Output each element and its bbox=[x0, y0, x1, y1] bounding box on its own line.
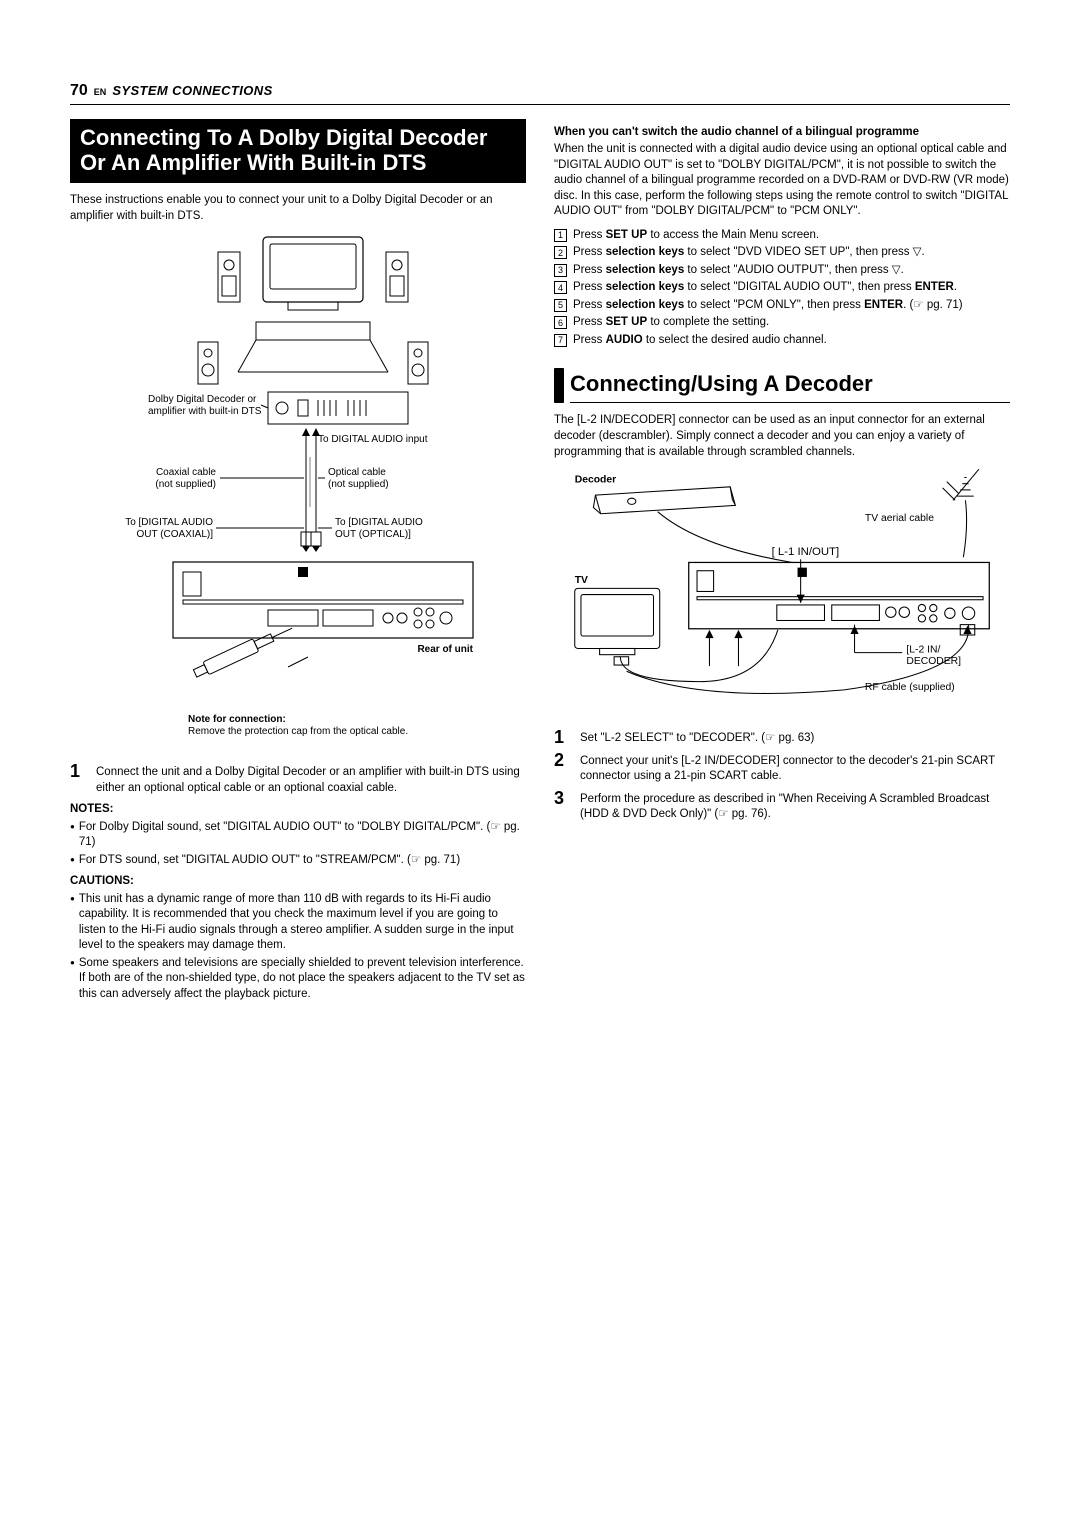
cautions-heading: CAUTIONS: bbox=[70, 874, 526, 890]
step-text: Perform the procedure as described in "W… bbox=[580, 789, 1010, 823]
label-decoder-text: Dolby Digital Decoder or bbox=[148, 394, 257, 405]
dolby-steps: 1 Connect the unit and a Dolby Digital D… bbox=[70, 762, 526, 796]
svg-text:To [DIGITAL AUDIO: To [DIGITAL AUDIO bbox=[335, 517, 423, 528]
boxed-step-text: Press SET UP to complete the setting. bbox=[573, 315, 1010, 331]
svg-text:OUT (OPTICAL)]: OUT (OPTICAL)] bbox=[335, 529, 411, 540]
page-number: 70 bbox=[70, 80, 88, 102]
svg-text:RF cable (supplied): RF cable (supplied) bbox=[865, 681, 955, 692]
notes-list: For Dolby Digital sound, set "DIGITAL AU… bbox=[70, 820, 526, 869]
svg-text:To DIGITAL AUDIO input: To DIGITAL AUDIO input bbox=[318, 434, 428, 445]
boxed-step-text: Press SET UP to access the Main Menu scr… bbox=[573, 228, 1010, 244]
boxed-step-text: Press selection keys to select "PCM ONLY… bbox=[573, 298, 1010, 314]
note-item: For Dolby Digital sound, set "DIGITAL AU… bbox=[79, 820, 526, 851]
two-column-layout: Connecting To A Dolby Digital Decoder Or… bbox=[70, 119, 1010, 1005]
intro-text: These instructions enable you to connect… bbox=[70, 193, 526, 224]
boxed-step-text: Press AUDIO to select the desired audio … bbox=[573, 333, 1010, 349]
dolby-connection-diagram: Dolby Digital Decoder or amplifier with … bbox=[70, 232, 526, 752]
step-number: 2 bbox=[554, 751, 572, 769]
boxed-step-text: Press selection keys to select "DIGITAL … bbox=[573, 280, 1010, 296]
section-title: SYSTEM CONNECTIONS bbox=[112, 82, 272, 100]
step-text: Connect the unit and a Dolby Digital Dec… bbox=[96, 762, 526, 796]
svg-text:TV aerial cable: TV aerial cable bbox=[865, 512, 934, 523]
heading-dolby-banner: Connecting To A Dolby Digital Decoder Or… bbox=[70, 119, 526, 184]
svg-text:[L-2 IN/: [L-2 IN/ bbox=[906, 644, 940, 655]
diagram2-svg: Decoder TV aerial cable bbox=[554, 464, 1010, 723]
page-lang: EN bbox=[94, 86, 107, 98]
cautions-list: This unit has a dynamic range of more th… bbox=[70, 892, 526, 1003]
svg-text:Note for connection:: Note for connection: bbox=[188, 714, 286, 725]
step-text: Set "L-2 SELECT" to "DECODER". (☞ pg. 63… bbox=[580, 728, 1010, 747]
boxed-step-number: 5 bbox=[554, 299, 567, 312]
heading-decoder-banner: Connecting/Using A Decoder bbox=[554, 368, 1010, 403]
left-column: Connecting To A Dolby Digital Decoder Or… bbox=[70, 119, 526, 1005]
step-number: 1 bbox=[554, 728, 572, 746]
caution-item: This unit has a dynamic range of more th… bbox=[79, 892, 526, 954]
svg-text:L-1 IN/OUT]: L-1 IN/OUT] bbox=[778, 546, 839, 558]
page-header: 70 EN SYSTEM CONNECTIONS bbox=[70, 80, 1010, 105]
svg-text:[: [ bbox=[772, 546, 776, 558]
decoder-connection-diagram: Decoder TV aerial cable bbox=[554, 468, 1010, 718]
svg-text:Rear of unit: Rear of unit bbox=[417, 644, 473, 655]
svg-text:TV: TV bbox=[575, 575, 588, 586]
diagram-svg: Dolby Digital Decoder or amplifier with … bbox=[88, 232, 508, 752]
decoder-steps: 1 Set "L-2 SELECT" to "DECODER". (☞ pg. 6… bbox=[554, 728, 1010, 823]
svg-text:(not supplied): (not supplied) bbox=[328, 479, 389, 490]
boxed-step-text: Press selection keys to select "DVD VIDE… bbox=[573, 245, 1010, 261]
bilingual-body: When the unit is connected with a digita… bbox=[554, 142, 1010, 220]
boxed-step-number: 6 bbox=[554, 316, 567, 329]
boxed-step-number: 4 bbox=[554, 281, 567, 294]
note-item: For DTS sound, set "DIGITAL AUDIO OUT" t… bbox=[79, 853, 460, 869]
svg-text:DECODER]: DECODER] bbox=[906, 656, 961, 667]
svg-text:Coaxial cable: Coaxial cable bbox=[156, 467, 216, 478]
svg-text:To [DIGITAL AUDIO: To [DIGITAL AUDIO bbox=[125, 517, 213, 528]
boxed-step-number: 2 bbox=[554, 246, 567, 259]
svg-text:(not supplied): (not supplied) bbox=[155, 479, 216, 490]
svg-text:Decoder: Decoder bbox=[575, 474, 616, 485]
boxed-step-number: 3 bbox=[554, 264, 567, 277]
step-number: 1 bbox=[70, 762, 88, 780]
caution-item: Some speakers and televisions are specia… bbox=[79, 956, 526, 1003]
svg-text:OUT (COAXIAL)]: OUT (COAXIAL)] bbox=[137, 529, 214, 540]
boxed-step-number: 7 bbox=[554, 334, 567, 347]
banner-title: Connecting/Using A Decoder bbox=[570, 368, 1010, 403]
notes-heading: NOTES: bbox=[70, 802, 526, 818]
boxed-steps: 1 Press SET UP to access the Main Menu sc… bbox=[554, 228, 1010, 349]
right-column: When you can't switch the audio channel … bbox=[554, 119, 1010, 1005]
boxed-step-text: Press selection keys to select "AUDIO OU… bbox=[573, 263, 1010, 279]
step-number: 3 bbox=[554, 789, 572, 807]
svg-text:amplifier with built-in DTS: amplifier with built-in DTS bbox=[148, 406, 262, 417]
svg-text:Remove the protection cap from: Remove the protection cap from the optic… bbox=[188, 726, 408, 737]
step-text: Connect your unit's [L-2 IN/DECODER] con… bbox=[580, 751, 1010, 785]
svg-text:Optical cable: Optical cable bbox=[328, 467, 386, 478]
decoder-intro: The [L-2 IN/DECODER] connector can be us… bbox=[554, 413, 1010, 460]
boxed-step-number: 1 bbox=[554, 229, 567, 242]
banner-accent bbox=[554, 368, 564, 403]
bilingual-heading: When you can't switch the audio channel … bbox=[554, 125, 1010, 141]
